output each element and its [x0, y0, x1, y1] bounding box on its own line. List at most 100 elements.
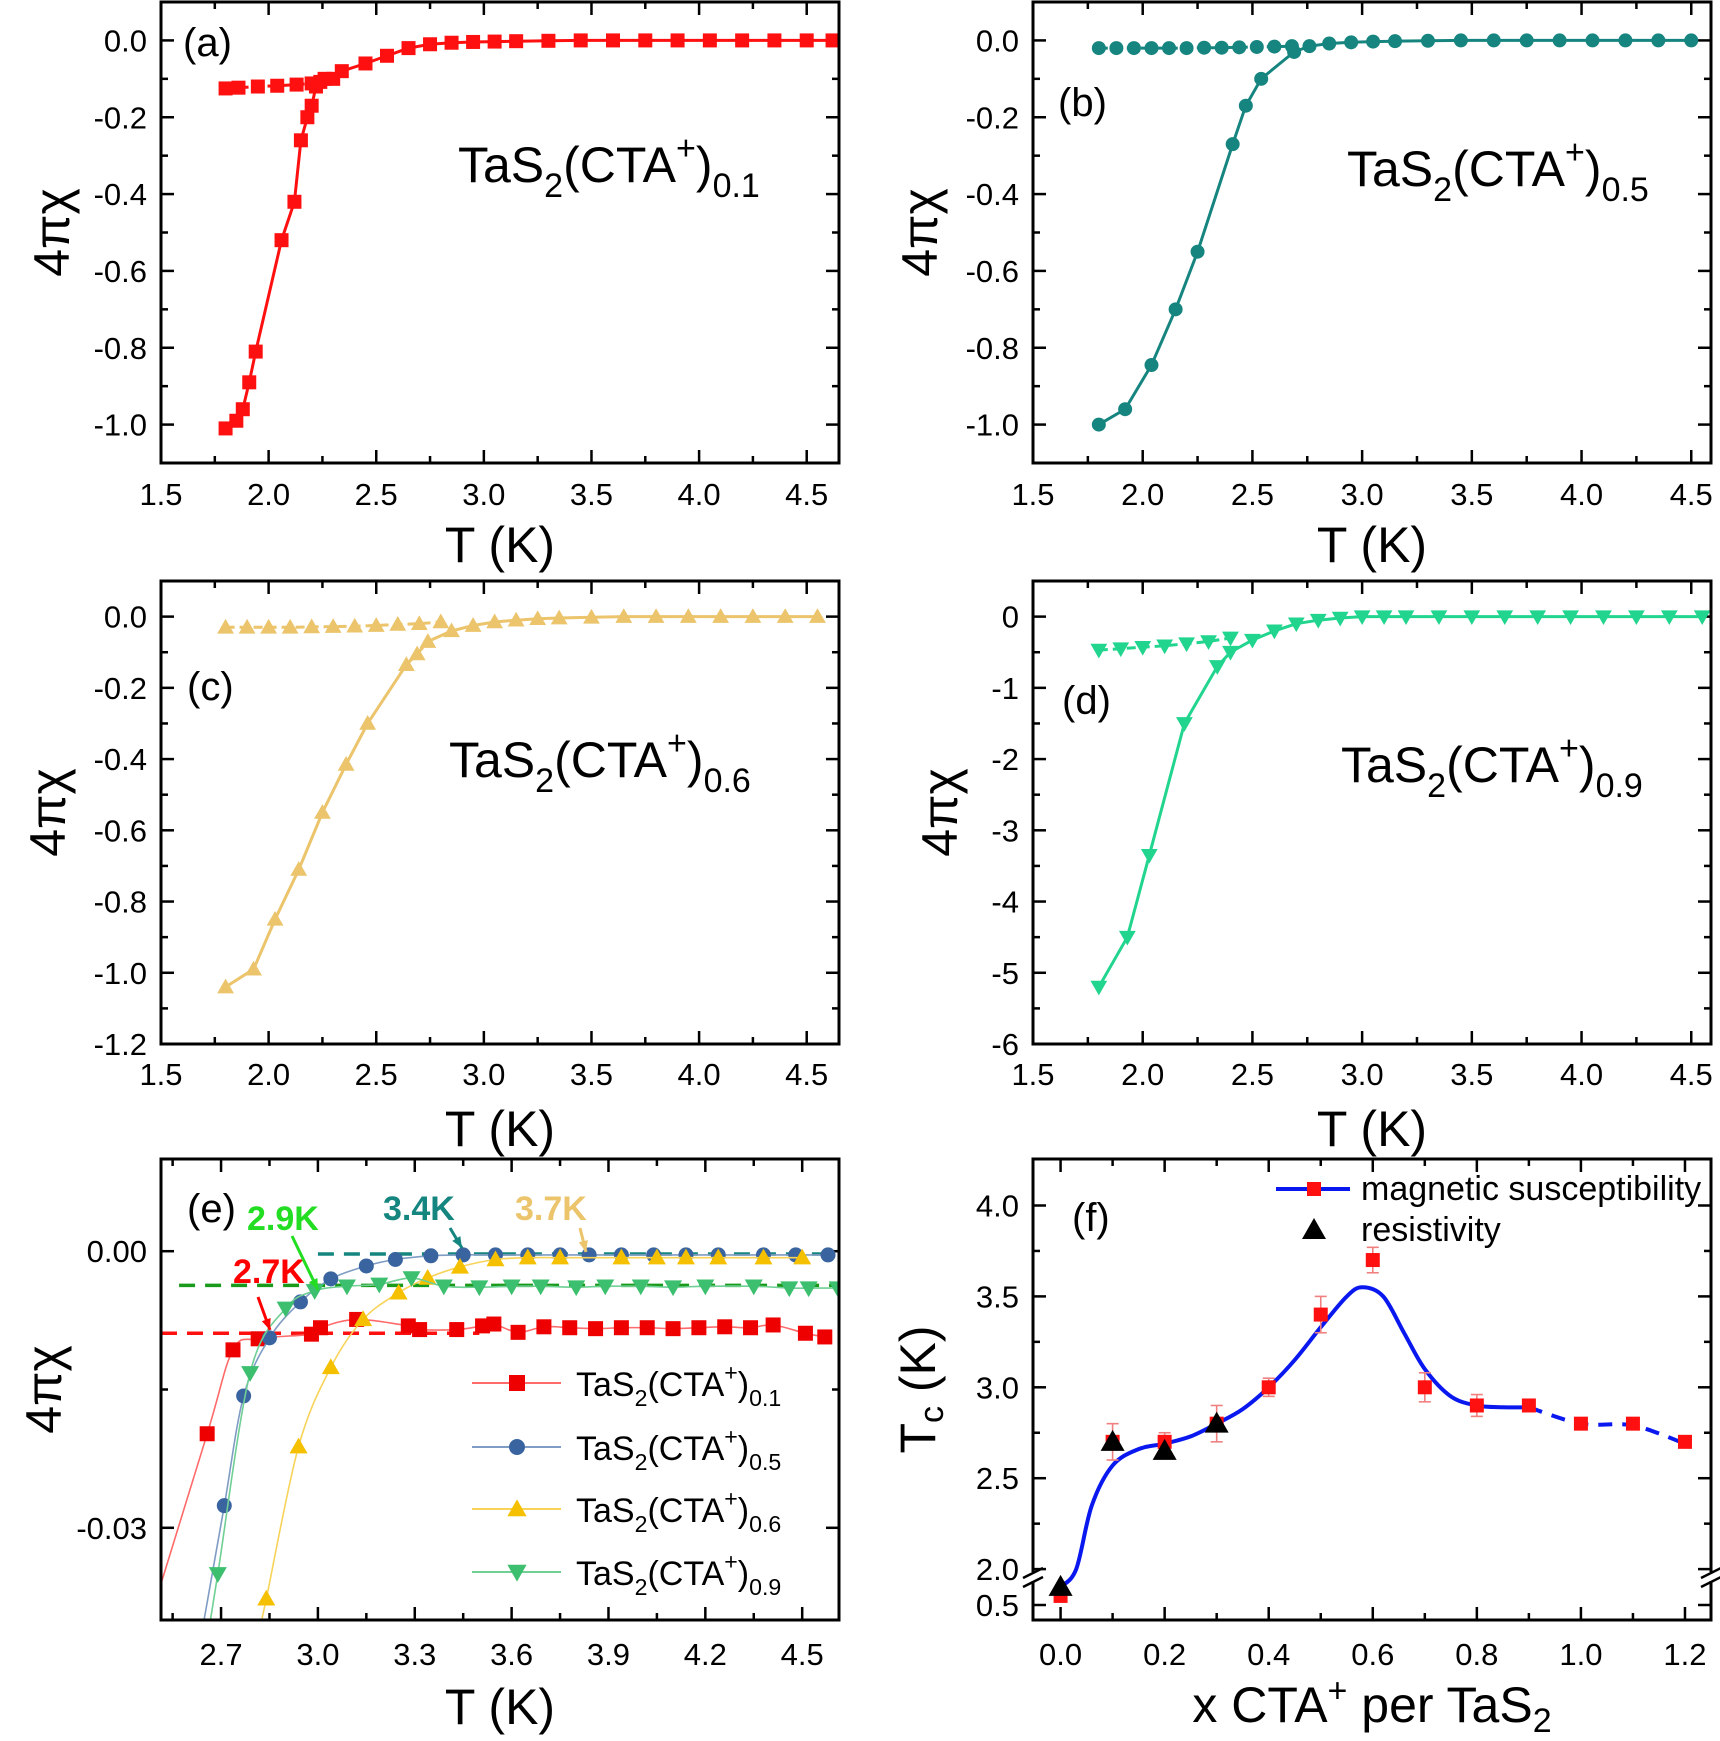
- data-point: [613, 1320, 629, 1336]
- arrowhead-icon: [578, 1240, 588, 1252]
- x-tick-label: 3.6: [490, 1637, 533, 1672]
- data-point: [1420, 33, 1435, 48]
- formula-mid: (CTA: [647, 1366, 724, 1404]
- series-line: [224, 615, 818, 989]
- formula-mid: (CTA: [647, 1430, 724, 1468]
- plot-area: [161, 1247, 839, 1620]
- y-tick-label: -1: [991, 671, 1019, 706]
- x-tick-label: 3.0: [462, 477, 505, 512]
- x-tick-label: 3.3: [393, 1637, 436, 1672]
- formula-s1: 2: [1427, 767, 1446, 805]
- axis-break-mark: [1022, 1566, 1044, 1580]
- axis-ticks: [159, 581, 839, 1046]
- formula-post: ): [738, 1555, 749, 1593]
- formula-s2: 0.1: [749, 1385, 781, 1411]
- x-tick-label: 3.0: [1341, 477, 1384, 512]
- axis-break: [1025, 1572, 1041, 1581]
- data-point: [470, 1280, 489, 1297]
- data-point: [1302, 39, 1317, 54]
- data-point: [631, 1279, 650, 1296]
- data-point: [1496, 610, 1514, 626]
- y-axis-label: 4πχ: [912, 768, 968, 857]
- data-point: [1322, 36, 1337, 51]
- x-axis-label: T (K): [445, 1679, 555, 1735]
- formula-s1: 2: [635, 1574, 648, 1600]
- data-point: [518, 1248, 537, 1265]
- x-tick-label: 4.5: [781, 1637, 824, 1672]
- data-point: [1238, 98, 1253, 113]
- axis-ticks: [1031, 581, 1711, 1046]
- tc-label: 2.7K: [233, 1253, 305, 1291]
- x-tick-label: 0.6: [1351, 1637, 1394, 1672]
- data-point: [464, 617, 482, 632]
- y-tick-label: -0.8: [966, 331, 1019, 366]
- data-point: [304, 98, 319, 113]
- panel-label: (f): [1072, 1196, 1110, 1240]
- data-point: [218, 421, 233, 436]
- x-tick-label: 3.9: [587, 1637, 630, 1672]
- formula-sup: +: [724, 1486, 738, 1512]
- data-point: [290, 861, 308, 876]
- y-tick-label: -0.2: [94, 100, 147, 135]
- formula-s1: 2: [544, 167, 563, 205]
- y-tick-label: -1.0: [94, 408, 147, 443]
- formula-mid: (CTA: [563, 137, 677, 193]
- data-point: [797, 1325, 813, 1341]
- data-point: [387, 1251, 403, 1267]
- data-point: [1249, 39, 1264, 54]
- plot-area: [1090, 610, 1711, 996]
- arrowhead-icon: [261, 1318, 271, 1330]
- data-point: [562, 1320, 578, 1336]
- data-point: [1204, 1411, 1229, 1433]
- panel-b: 1.5 2.0 2.5 3.0 3.5 4.0 4.5 0.0 -0.2 -0.4 -0.6 -0.8…: [892, 0, 1713, 573]
- formula-post: ): [738, 1366, 749, 1404]
- data-point: [1144, 41, 1159, 56]
- x-tick-label: 4.0: [678, 1057, 721, 1092]
- data-point: [1144, 358, 1159, 373]
- data-point: [1469, 1398, 1484, 1413]
- formula-s2: 0.5: [749, 1449, 781, 1475]
- data-point: [412, 1322, 428, 1338]
- data-point: [326, 71, 341, 86]
- data-point: [1225, 137, 1240, 152]
- data-point: [257, 1589, 276, 1606]
- data-point: [820, 1247, 836, 1263]
- x-tick-label: 0.4: [1247, 1637, 1290, 1672]
- series-line: [209, 1277, 838, 1620]
- formula-sup: +: [1565, 134, 1585, 172]
- data-point: [432, 613, 450, 629]
- formula-post: ): [696, 137, 713, 193]
- data-point: [314, 804, 331, 819]
- y-tick-label: -0.6: [966, 254, 1019, 289]
- data-point: [486, 1316, 502, 1332]
- data-point: [702, 33, 717, 48]
- data-point: [1573, 1416, 1588, 1431]
- data-point: [1287, 617, 1305, 633]
- data-point: [1313, 1307, 1328, 1322]
- panel-label: (b): [1058, 81, 1107, 125]
- formula-post: ): [1579, 737, 1596, 793]
- data-point: [817, 1329, 833, 1345]
- x-tick-label: 2.5: [1231, 1057, 1274, 1092]
- x-tick-label: 3.5: [570, 477, 613, 512]
- formula-post: ): [1585, 141, 1602, 197]
- data-point: [1254, 71, 1269, 86]
- formula-post: ): [738, 1430, 749, 1468]
- y-tick-label: 2.5: [976, 1461, 1019, 1496]
- series-line: [203, 1254, 828, 1620]
- legend-entry: TaS2(CTA+)0.1: [576, 1360, 781, 1412]
- data-point: [455, 1247, 471, 1263]
- sample-label: TaS2(CTA+)0.1: [458, 130, 760, 206]
- x-tick-label: 3.0: [1341, 1057, 1384, 1092]
- x-tick-label: 2.0: [1121, 477, 1164, 512]
- x-tick-label: 1.5: [1011, 1057, 1054, 1092]
- data-point: [1453, 33, 1468, 48]
- data-point: [1178, 637, 1195, 653]
- data-point: [450, 1257, 469, 1274]
- data-point: [241, 1366, 260, 1382]
- y-axis-label: Tc (K): [890, 1325, 951, 1453]
- data-point: [225, 1342, 241, 1358]
- formula-pre: TaS: [576, 1492, 635, 1530]
- axis-ticks: [159, 2, 839, 463]
